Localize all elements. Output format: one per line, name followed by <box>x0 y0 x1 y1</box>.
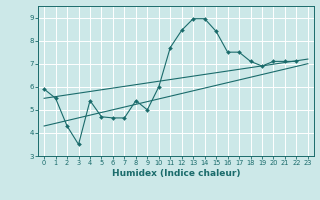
X-axis label: Humidex (Indice chaleur): Humidex (Indice chaleur) <box>112 169 240 178</box>
